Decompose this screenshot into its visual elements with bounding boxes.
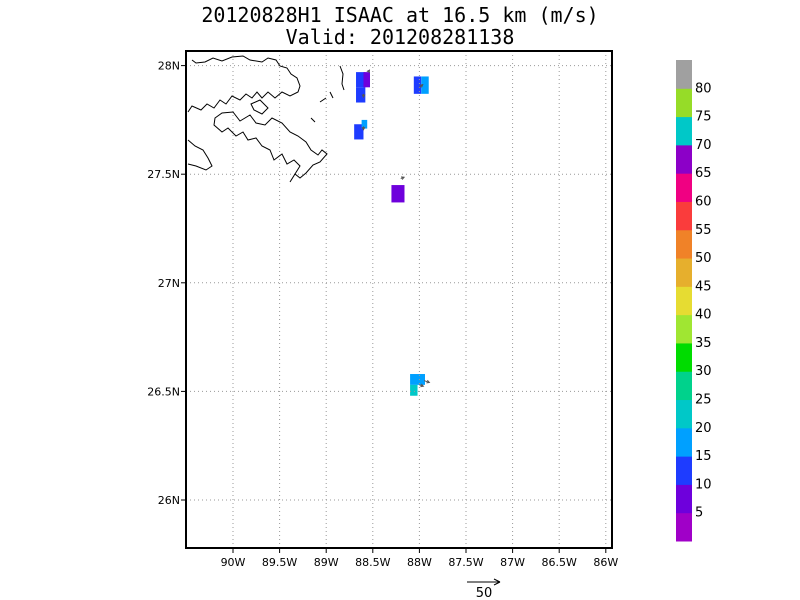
coastline-lake (187, 139, 213, 171)
wind-vector (361, 93, 366, 99)
x-axis-ticks: 90W 89.5W 89W 88.5W 88W 87.5W 87W 86.5W 86W (221, 548, 618, 569)
colorbar-label: 55 (695, 223, 712, 238)
colorbar-segment (676, 60, 692, 89)
coastline-louisiana (187, 55, 301, 113)
x-tick-label: 90W (221, 556, 246, 569)
colorbar-segment (676, 484, 692, 514)
reference-vector-label: 50 (476, 586, 493, 600)
colorbar-label: 70 (695, 138, 712, 153)
colorbar-label: 50 (695, 251, 712, 266)
colorbar-label: 35 (695, 336, 712, 351)
colorbar-label: 30 (695, 364, 712, 379)
plot-frame (185, 50, 613, 549)
colorbar-label: 80 (695, 81, 712, 96)
colorbar-segment (676, 116, 692, 146)
wind-vector (361, 126, 366, 131)
colorbar-segment (676, 173, 692, 202)
wind-vector (400, 176, 406, 180)
colorbar: 5 10 15 20 25 30 35 40 45 50 55 60 65 70 75 80 (676, 60, 712, 542)
coastline-islands (250, 65, 345, 123)
coastline (187, 55, 345, 183)
colorbar-segment (676, 286, 692, 316)
colorbar-label: 25 (695, 393, 712, 408)
reference-vector: 50 (467, 578, 501, 600)
y-tick-label: 27.5N (147, 168, 180, 181)
coastline-delta (213, 111, 328, 183)
y-tick-label: 27N (158, 277, 180, 290)
wind-speed-cell (361, 119, 368, 129)
wind-vector (366, 69, 371, 74)
colorbar-segment (676, 512, 692, 542)
x-tick-label: 89W (314, 556, 339, 569)
wind-vector (419, 84, 424, 88)
colorbar-label: 45 (695, 279, 712, 294)
wind-speed-cell (421, 76, 429, 94)
colorbar-segment (676, 88, 692, 118)
colorbar-label: 60 (695, 194, 712, 209)
wind-speed-cell (410, 374, 425, 385)
colorbar-label: 65 (695, 166, 712, 181)
colorbar-label: 5 (695, 506, 703, 521)
x-tick-label: 87W (500, 556, 525, 569)
colorbar-segment (676, 399, 692, 429)
wind-speed-cell (410, 384, 418, 396)
colorbar-segment (676, 144, 692, 174)
colorbar-label: 75 (695, 110, 712, 125)
x-tick-label: 88W (407, 556, 432, 569)
x-tick-label: 86.5W (542, 556, 577, 569)
chart-subtitle: Valid: 201208281138 (285, 25, 515, 49)
x-tick-label: 87.5W (448, 556, 483, 569)
colorbar-segment (676, 201, 692, 231)
y-tick-label: 26.5N (147, 385, 180, 398)
x-tick-label: 89.5W (262, 556, 297, 569)
wind-speed-cell (356, 72, 366, 88)
colorbar-label: 10 (695, 477, 712, 492)
wind-vectors (361, 69, 431, 388)
y-tick-label: 28N (158, 60, 180, 73)
wind-speed-cells (354, 72, 429, 396)
x-tick-label: 86W (593, 556, 618, 569)
wind-speed-cell (354, 124, 364, 140)
wind-vector (419, 383, 425, 388)
colorbar-label: 15 (695, 449, 712, 464)
wind-speed-cell (413, 76, 422, 94)
colorbar-label: 20 (695, 421, 712, 436)
x-tick-label: 88.5W (355, 556, 390, 569)
wind-speed-cell (363, 72, 371, 88)
colorbar-segment (676, 258, 692, 287)
colorbar-label: 40 (695, 308, 712, 323)
colorbar-segment (676, 456, 692, 485)
y-tick-label: 26N (158, 494, 180, 507)
wind-speed-cell (356, 87, 366, 103)
colorbar-segment (676, 229, 692, 259)
wind-vector (423, 379, 431, 384)
wind-speed-cell (391, 185, 405, 203)
colorbar-segment (676, 427, 692, 457)
colorbar-segment (676, 371, 692, 401)
colorbar-segment (676, 314, 692, 344)
colorbar-segment (676, 342, 692, 372)
chart-title: 20120828H1 ISAAC at 16.5 km (m/s) (201, 3, 599, 27)
grid-lines (186, 51, 612, 548)
